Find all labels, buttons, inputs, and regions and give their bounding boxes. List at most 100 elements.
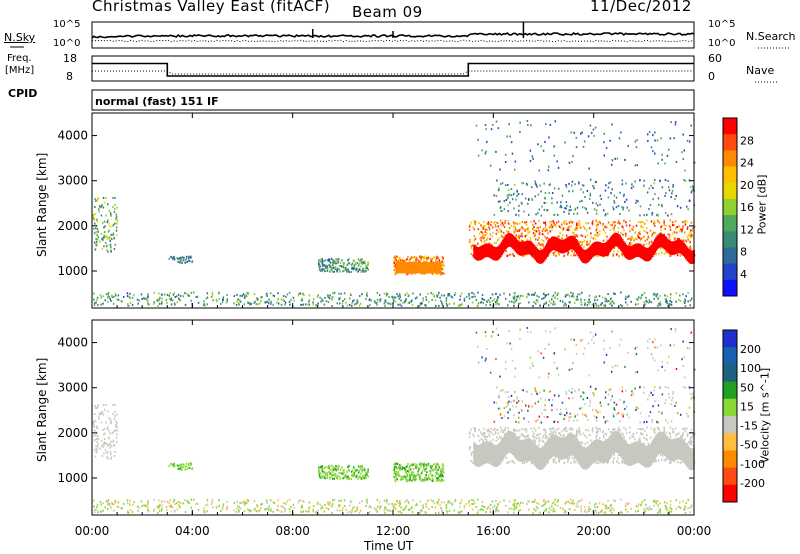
velocity-cell xyxy=(285,502,287,505)
velocity-cell xyxy=(625,502,627,505)
power-cell xyxy=(642,236,644,239)
power-cell xyxy=(588,294,591,297)
velocity-cell xyxy=(420,465,422,468)
power-cell xyxy=(619,213,621,216)
velocity-cell xyxy=(100,503,102,506)
velocity-cell xyxy=(365,476,367,479)
power-cell xyxy=(575,228,577,231)
power-cell xyxy=(494,301,497,304)
power-cell xyxy=(594,181,597,184)
power-cell xyxy=(471,296,473,298)
velocity-cell xyxy=(402,477,405,480)
power-core-cell xyxy=(670,241,673,255)
power-cell xyxy=(500,230,503,233)
velocity-cell xyxy=(308,506,311,509)
power-cell xyxy=(659,247,662,250)
power-cell xyxy=(595,202,597,205)
power-cell xyxy=(544,224,547,227)
power-cell xyxy=(661,158,663,161)
power-cell xyxy=(653,182,655,185)
power-cell xyxy=(551,298,553,301)
velocity-cell xyxy=(410,507,413,510)
power-cell xyxy=(98,210,100,213)
station-title: Christmas Valley East (fitACF) xyxy=(92,0,331,15)
power-cell xyxy=(637,236,640,238)
velocity-cell xyxy=(645,437,647,440)
velocity-cell xyxy=(487,506,489,509)
power-cell xyxy=(553,187,556,190)
power-cell xyxy=(225,301,228,304)
velocity-cell xyxy=(108,444,110,447)
power-core-cell xyxy=(660,233,663,247)
power-cell xyxy=(247,301,249,304)
power-cell xyxy=(613,221,615,224)
power-patch-cell xyxy=(430,262,433,274)
velocity-cell xyxy=(463,504,466,507)
velocity-cell xyxy=(297,501,300,504)
velocity-cell xyxy=(658,428,661,431)
power-cell xyxy=(572,155,574,158)
velocity-cell xyxy=(511,460,513,463)
power-cell xyxy=(190,299,192,302)
power-cell xyxy=(335,261,337,264)
velocity-cell xyxy=(113,502,115,505)
power-cell xyxy=(500,209,502,212)
power-cell xyxy=(361,269,363,272)
velocity-cell xyxy=(356,474,358,477)
power-cell xyxy=(668,189,671,192)
velocity-cell xyxy=(595,511,598,514)
power-cell xyxy=(583,140,586,143)
power-cell xyxy=(489,301,491,304)
power-cell xyxy=(330,265,332,268)
velocity-cell xyxy=(186,500,189,503)
power-cell xyxy=(543,297,545,300)
velocity-cell xyxy=(183,463,185,466)
power-cell xyxy=(613,292,615,295)
power-cell xyxy=(459,298,461,301)
power-cell xyxy=(335,262,338,265)
power-cell xyxy=(422,297,424,300)
velocity-cell xyxy=(609,505,612,507)
velocity-cell xyxy=(157,507,160,510)
power-cell xyxy=(603,209,605,212)
power-cell xyxy=(612,206,614,209)
velocity-cell xyxy=(347,475,349,478)
power-cell xyxy=(525,254,528,257)
velocity-cell xyxy=(211,498,214,501)
power-cell xyxy=(424,304,426,307)
power-cell xyxy=(503,200,506,203)
power-cell xyxy=(650,240,653,243)
power-cell xyxy=(612,228,614,230)
power-cell xyxy=(158,298,161,301)
velocity-cell xyxy=(93,511,96,514)
velocity-cell xyxy=(102,509,104,512)
velocity-cell xyxy=(666,507,668,510)
power-cell xyxy=(558,235,560,238)
velocity-cell xyxy=(427,499,429,502)
power-cell xyxy=(360,259,362,262)
power-cell xyxy=(358,268,361,271)
velocity-cell xyxy=(682,432,684,435)
power-cell xyxy=(97,197,100,200)
power-cell xyxy=(624,297,627,300)
power-cell xyxy=(418,260,421,263)
velocity-cell xyxy=(603,511,605,514)
velocity-cell xyxy=(580,505,582,508)
power-cell xyxy=(663,221,665,224)
noise-panel-frame xyxy=(91,21,695,49)
velocity-cell xyxy=(497,509,499,512)
velocity-cell xyxy=(493,429,495,431)
power-cell xyxy=(475,244,477,246)
velocity-cell xyxy=(629,437,631,440)
power-cell xyxy=(611,300,614,303)
power-cell xyxy=(425,298,428,301)
velocity-cell xyxy=(577,500,579,503)
power-cell xyxy=(519,294,522,297)
velocity-cell xyxy=(412,477,415,480)
velocity-cell xyxy=(591,430,594,433)
velocity-cell xyxy=(147,500,149,503)
velocity-cell xyxy=(422,504,424,507)
power-core-cell xyxy=(539,250,542,264)
power-cell xyxy=(165,299,168,302)
power-core-cell xyxy=(572,236,575,250)
